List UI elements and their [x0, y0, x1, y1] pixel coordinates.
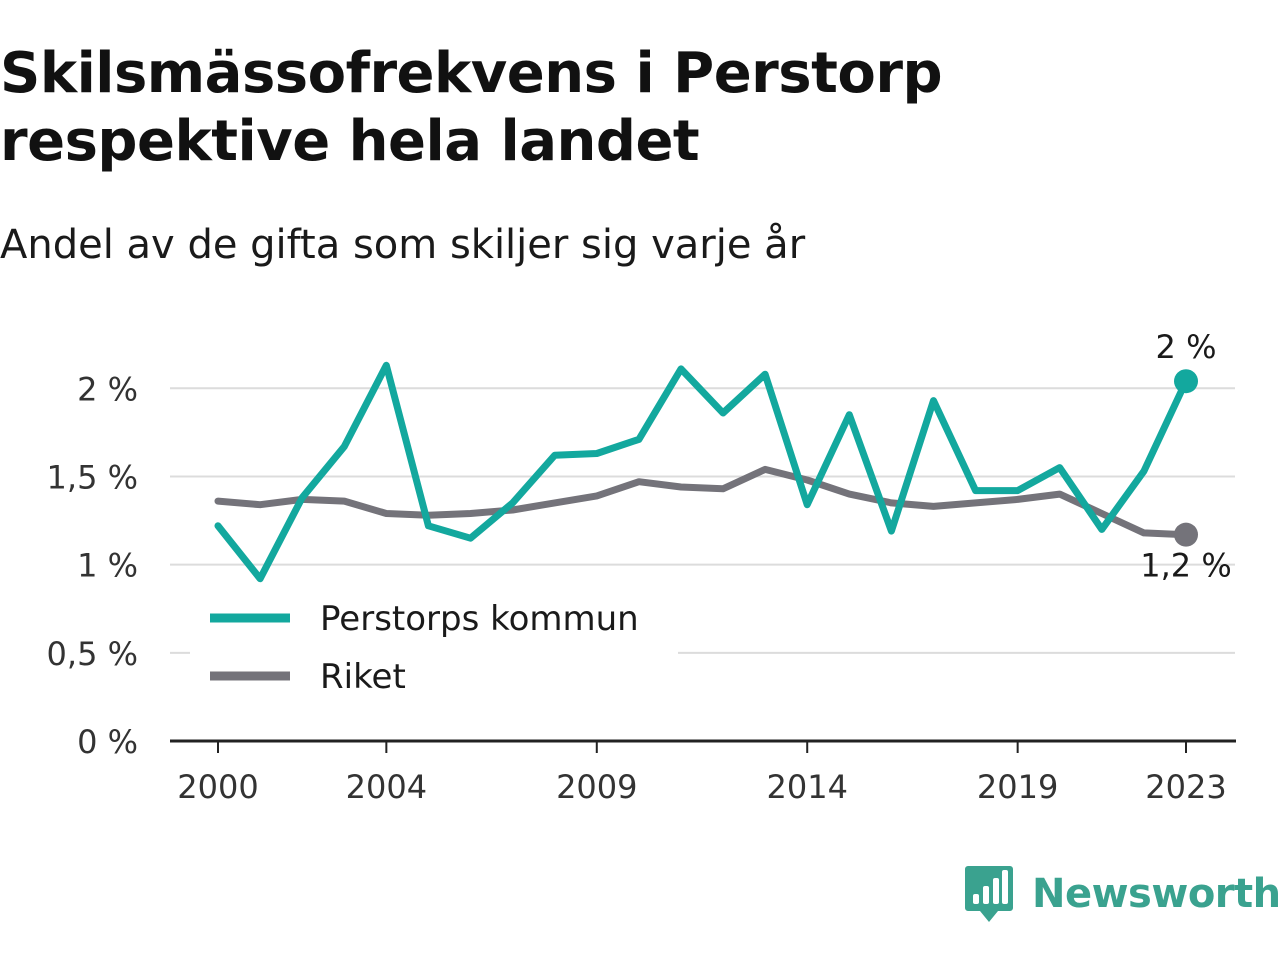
series-line — [214, 465, 1190, 539]
x-tick-label: 2004 — [346, 768, 427, 806]
chart-title: Skilsmässofrekvens i Perstorp respektive… — [0, 41, 943, 174]
newsworthy-logo-icon — [965, 866, 1013, 922]
x-tick-label: 2009 — [556, 768, 637, 806]
legend-label: Riket — [320, 657, 406, 697]
end-labels: 2 % 1,2 % — [1140, 328, 1231, 584]
y-tick-label: 2 % — [77, 370, 138, 408]
y-tick-label: 0 % — [77, 723, 138, 761]
series-line — [214, 361, 1190, 583]
y-tick-label: 1 % — [77, 547, 138, 585]
x-tick-label: 2019 — [977, 768, 1058, 806]
x-axis-ticks: 2000 2004 2009 2014 2019 2023 — [177, 741, 1227, 806]
chart-subtitle: Andel av de gifta som skiljer sig varje … — [0, 222, 806, 268]
y-tick-label: 1,5 % — [47, 458, 138, 496]
y-axis-ticks: 0 % 0,5 % 1 % 1,5 % 2 % — [47, 370, 138, 761]
x-tick-label: 2000 — [177, 768, 258, 806]
legend: Perstorps kommun Riket — [190, 590, 678, 710]
x-tick-label: 2014 — [766, 768, 847, 806]
legend-label: Perstorps kommun — [320, 599, 639, 639]
legend-background — [190, 590, 678, 710]
series-end-point — [1174, 522, 1198, 547]
y-tick-label: 0,5 % — [47, 635, 138, 673]
brand: Newsworthy — [964, 864, 1280, 924]
brand-name: Newsworthy — [1032, 871, 1280, 917]
x-tick-label: 2023 — [1145, 768, 1226, 806]
series-end-point — [1174, 369, 1198, 394]
line-chart: 0 % 0,5 % 1 % 1,5 % 2 % 2000 2004 2009 2014 2019… — [47, 328, 1236, 806]
end-value-label: 1,2 % — [1140, 547, 1231, 585]
series-lines — [214, 361, 1198, 583]
end-value-label: 2 % — [1156, 328, 1217, 366]
